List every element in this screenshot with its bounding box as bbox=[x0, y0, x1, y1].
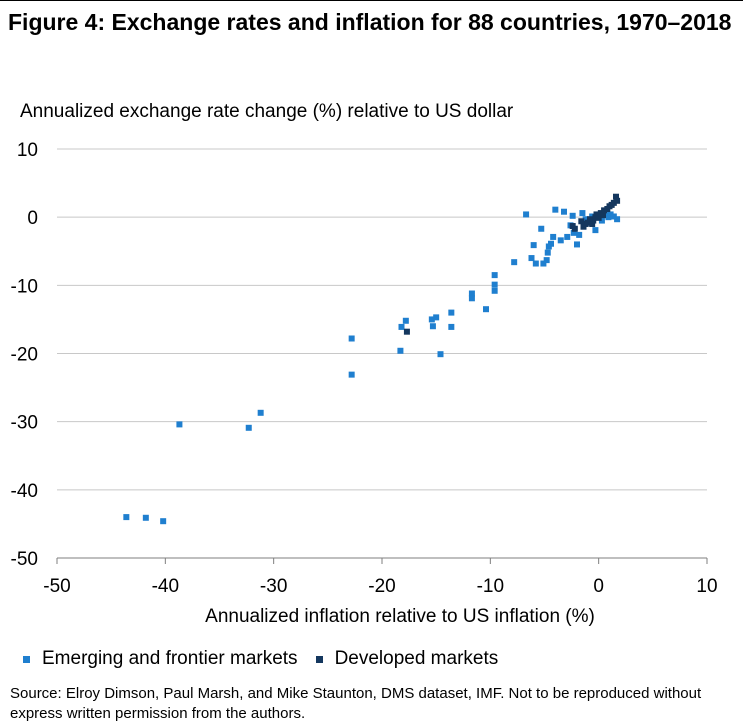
data-point bbox=[561, 208, 567, 215]
data-point bbox=[607, 211, 614, 218]
data-point bbox=[532, 260, 539, 267]
data-point bbox=[613, 193, 619, 200]
data-point bbox=[428, 316, 435, 323]
y-axis-label: Annualized exchange rate change (%) rela… bbox=[20, 101, 514, 122]
data-point bbox=[614, 216, 621, 223]
data-point bbox=[402, 317, 409, 324]
legend: Emerging and frontier markets Developed … bbox=[23, 648, 516, 670]
data-point bbox=[579, 210, 586, 217]
data-point bbox=[433, 314, 440, 321]
legend-label-developed: Developed markets bbox=[334, 648, 499, 669]
data-point bbox=[569, 212, 576, 219]
data-point bbox=[245, 424, 252, 431]
data-point bbox=[348, 371, 355, 378]
data-point bbox=[576, 231, 583, 238]
y-tick-label: -30 bbox=[11, 413, 38, 434]
data-point bbox=[437, 351, 444, 358]
x-tick-label: -20 bbox=[368, 576, 395, 597]
data-point bbox=[610, 199, 617, 206]
legend-item-emerging: Emerging and frontier markets bbox=[23, 648, 298, 670]
data-point bbox=[257, 409, 264, 416]
top-rule bbox=[0, 0, 743, 1]
y-tick-label: -20 bbox=[11, 345, 38, 366]
data-point bbox=[160, 518, 167, 525]
legend-swatch-emerging bbox=[23, 655, 30, 663]
data-point bbox=[530, 242, 537, 249]
data-point bbox=[598, 217, 605, 224]
data-point bbox=[523, 211, 530, 218]
data-point bbox=[544, 249, 551, 256]
data-points bbox=[123, 193, 621, 525]
data-point bbox=[348, 335, 355, 342]
series-emerging bbox=[123, 206, 621, 525]
data-point bbox=[538, 225, 545, 232]
data-point bbox=[570, 229, 577, 236]
data-point bbox=[614, 197, 621, 204]
data-point bbox=[491, 272, 498, 279]
gridlines bbox=[57, 148, 707, 491]
data-point bbox=[491, 281, 498, 288]
data-point bbox=[540, 260, 547, 267]
y-tick-label: 10 bbox=[17, 140, 38, 161]
data-point bbox=[557, 237, 564, 244]
figure-title: Figure 4: Exchange rates and inflation f… bbox=[8, 9, 732, 35]
data-point bbox=[595, 214, 602, 221]
tick-labels: 10 0 -10 -20 -30 -40 -50-50 -40 -30 -20 -10 0 10 bbox=[11, 140, 718, 597]
data-point bbox=[468, 295, 475, 302]
data-point bbox=[397, 347, 404, 354]
legend-item-developed: Developed markets bbox=[315, 648, 499, 670]
data-point bbox=[587, 216, 593, 223]
y-tick-label: -40 bbox=[11, 481, 38, 502]
x-tick-label: 10 bbox=[696, 576, 717, 597]
x-tick-label: -40 bbox=[152, 576, 179, 597]
data-point bbox=[468, 290, 475, 297]
x-tick-label: 0 bbox=[593, 576, 604, 597]
data-point bbox=[592, 227, 599, 234]
data-point bbox=[589, 220, 596, 227]
axes bbox=[56, 557, 708, 564]
data-point bbox=[600, 212, 606, 219]
data-point bbox=[564, 233, 571, 240]
data-point bbox=[550, 233, 557, 240]
y-tick-label: 0 bbox=[27, 208, 38, 229]
data-point bbox=[590, 217, 597, 224]
data-point bbox=[528, 255, 535, 262]
legend-swatch-developed bbox=[315, 655, 323, 663]
data-point bbox=[578, 218, 585, 225]
x-tick-label: -50 bbox=[43, 576, 70, 597]
data-point bbox=[403, 328, 410, 335]
x-tick-label: -10 bbox=[477, 576, 504, 597]
data-point bbox=[176, 421, 183, 428]
data-point bbox=[593, 211, 600, 218]
data-point bbox=[398, 323, 405, 330]
y-tick-label: -10 bbox=[11, 276, 38, 297]
x-axis-label: Annualized inflation relative to US infl… bbox=[205, 606, 595, 627]
data-point bbox=[429, 323, 436, 330]
data-point bbox=[491, 287, 498, 294]
data-point bbox=[511, 259, 518, 266]
data-point bbox=[571, 225, 578, 232]
data-point bbox=[548, 240, 554, 247]
data-point bbox=[574, 241, 580, 248]
data-point bbox=[483, 306, 489, 313]
source-note: Source: Elroy Dimson, Paul Marsh, and Mi… bbox=[10, 685, 702, 722]
data-point bbox=[610, 213, 617, 220]
data-point bbox=[448, 323, 455, 330]
data-point bbox=[543, 257, 550, 264]
scatter-chart: 10 0 -10 -20 -30 -40 -50-50 -40 -30 -20 -10 0 10 bbox=[11, 140, 718, 597]
data-point bbox=[448, 309, 455, 316]
data-point bbox=[142, 514, 149, 521]
legend-label-emerging: Emerging and frontier markets bbox=[42, 648, 298, 669]
data-point bbox=[582, 216, 589, 223]
x-tick-label: -30 bbox=[260, 576, 287, 597]
data-point bbox=[552, 206, 559, 213]
data-point bbox=[601, 207, 608, 214]
y-tick-label: -50 bbox=[11, 549, 38, 570]
data-point bbox=[123, 514, 130, 521]
series-developed bbox=[403, 193, 621, 335]
data-point bbox=[584, 219, 591, 226]
